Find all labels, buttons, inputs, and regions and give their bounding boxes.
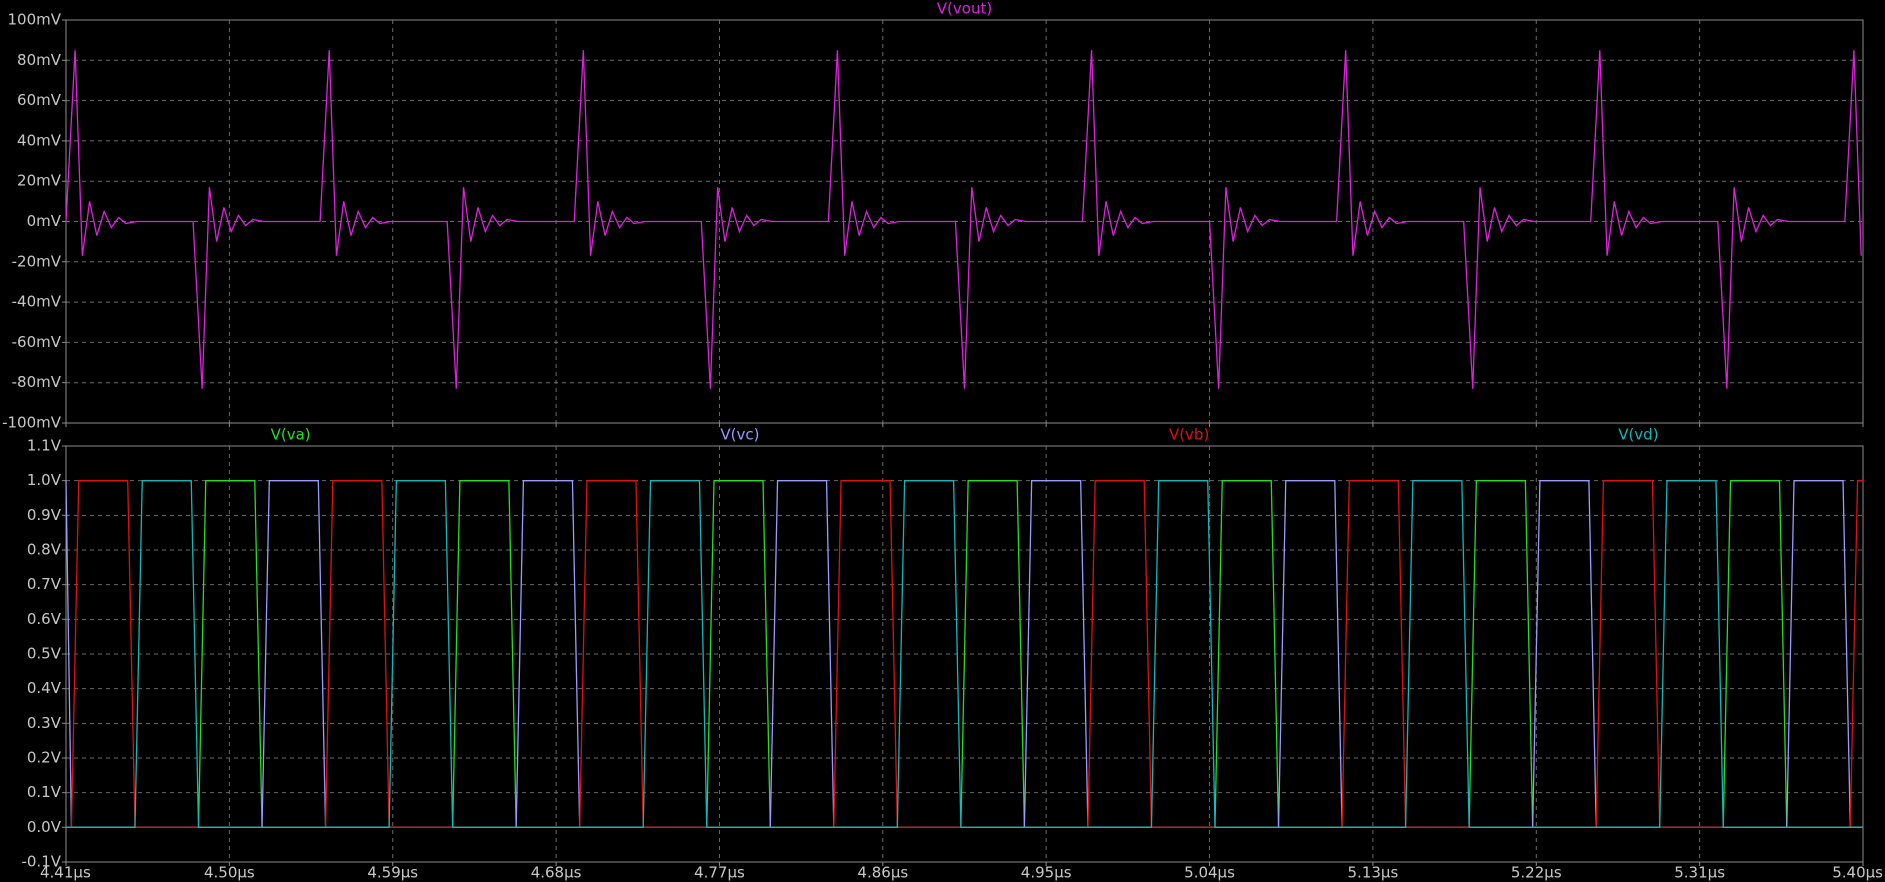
x-tick-label: 4.68µs: [531, 864, 582, 882]
y-tick-label: -100mV: [2, 414, 62, 432]
y-tick-label: 100mV: [7, 11, 61, 29]
y-tick-label: 1.0V: [27, 471, 62, 489]
y-tick-label: 0.3V: [27, 714, 62, 732]
x-tick-label: 4.86µs: [857, 864, 908, 882]
y-tick-label: 0.0V: [27, 818, 62, 836]
legend-entry: V(vb): [1169, 426, 1209, 444]
y-tick-label: 0mV: [27, 212, 62, 230]
y-tick-label: -40mV: [12, 293, 62, 311]
plot-frame: [65, 445, 1864, 863]
trace: [65, 50, 1862, 389]
x-tick-label: 4.41µs: [40, 864, 91, 882]
legend-entry: V(va): [271, 426, 311, 444]
y-tick-label: 0.2V: [27, 749, 62, 767]
x-tick-label: 5.04µs: [1184, 864, 1235, 882]
y-tick-label: 0.7V: [27, 575, 62, 593]
y-tick-label: -20mV: [12, 252, 62, 270]
y-tick-label: 0.6V: [27, 610, 62, 628]
y-tick-label: 0.1V: [27, 783, 62, 801]
y-tick-label: -60mV: [12, 333, 62, 351]
x-tick-label: 5.31µs: [1674, 864, 1725, 882]
y-tick-label: 0.9V: [27, 506, 62, 524]
y-tick-label: 1.1V: [27, 437, 62, 455]
y-tick-label: 0.8V: [27, 541, 62, 559]
x-tick-label: 4.95µs: [1021, 864, 1072, 882]
y-tick-label: 0.5V: [27, 645, 62, 663]
x-tick-label: 5.22µs: [1511, 864, 1562, 882]
x-tick-label: 5.40µs: [1832, 864, 1883, 882]
y-tick-label: 0.4V: [27, 679, 62, 697]
trace: [66, 480, 1863, 828]
legend-entry: V(vc): [720, 426, 759, 444]
y-tick-label: -80mV: [12, 373, 62, 391]
x-tick-label: 4.50µs: [204, 864, 255, 882]
legend-entry: V(vout): [937, 0, 992, 18]
y-tick-label: 40mV: [17, 131, 62, 149]
x-tick-label: 4.77µs: [694, 864, 745, 882]
trace: [66, 480, 1863, 828]
y-tick-label: 80mV: [17, 51, 62, 69]
legend-entry: V(vd): [1618, 426, 1658, 444]
x-tick-label: 4.59µs: [367, 864, 418, 882]
y-tick-label: -0.1V: [21, 853, 61, 871]
y-tick-label: 60mV: [17, 91, 62, 109]
x-tick-label: 5.13µs: [1348, 864, 1399, 882]
y-tick-label: 20mV: [17, 172, 62, 190]
